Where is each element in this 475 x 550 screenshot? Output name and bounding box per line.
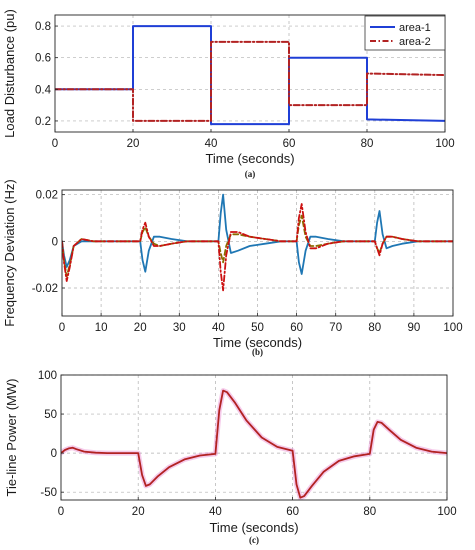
- x-axis-label: Time (seconds): [213, 335, 302, 350]
- legend: area-1 area-2: [364, 15, 446, 51]
- x-tick-label: 80: [363, 506, 376, 518]
- x-axis-label: Time (seconds): [205, 151, 294, 166]
- y-axis-label: Tie-line Power (MW): [4, 379, 19, 497]
- x-tick-label: 40: [205, 138, 218, 150]
- chart-panel-a: 0 20 40 60 80 100 0.2 0.4 0.6 0.8 Time (seconds) Lo…: [2, 9, 455, 179]
- legend-label: area-1: [399, 22, 431, 34]
- x-tick-label: 80: [368, 322, 381, 334]
- y-tick-label: 0: [51, 448, 57, 460]
- panel-caption: (b): [252, 347, 263, 357]
- x-tick-label: 20: [132, 506, 145, 518]
- y-tick-label: 0.2: [35, 116, 51, 128]
- y-tick-label: 0: [52, 236, 58, 248]
- y-tick-label: 0.8: [35, 21, 51, 33]
- x-tick-label: 0: [59, 322, 65, 334]
- series-group: [61, 388, 447, 500]
- x-tick-label: 80: [361, 138, 374, 150]
- x-tick-label: 40: [212, 322, 225, 334]
- series-line-trace-1: [61, 389, 447, 499]
- y-tick-label: 0.6: [35, 53, 51, 65]
- y-tick-label: 0.02: [36, 190, 58, 202]
- y-tick-label: 50: [44, 409, 57, 421]
- y-tick-label: -50: [40, 487, 57, 499]
- y-tick-label: 0.4: [35, 84, 52, 96]
- axes-box: [60, 374, 448, 501]
- x-tick-label: 50: [251, 322, 264, 334]
- y-axis-label: Frequency Deviation (Hz): [2, 179, 17, 326]
- panel-caption: (c): [249, 535, 259, 545]
- series-line-area-2: [55, 40, 445, 122]
- x-tick-label: 60: [290, 322, 303, 334]
- y-axis-label: Load Disturbance (pu): [2, 9, 17, 138]
- series-group: [62, 193, 453, 292]
- x-tick-label: 30: [173, 322, 186, 334]
- series-group: [55, 25, 445, 126]
- x-tick-label: 0: [52, 138, 58, 150]
- x-tick-label: 100: [435, 138, 454, 150]
- x-tick-label: 20: [127, 138, 140, 150]
- axes-box: [54, 14, 446, 133]
- x-tick-label: 20: [134, 322, 147, 334]
- x-tick-label: 0: [58, 506, 64, 518]
- series-line-trace-3: [62, 203, 453, 292]
- y-tick-label: 100: [38, 370, 57, 382]
- x-axis-label: Time (seconds): [209, 520, 298, 535]
- x-tick-label: 100: [437, 506, 456, 518]
- panel-caption: (a): [245, 169, 256, 179]
- legend-box: [364, 15, 446, 51]
- chart-panel-b: 0 10 20 30 40 50 60 70 80 90 100 -0.02 0 0.02 Time (se…: [2, 179, 463, 357]
- legend-label: area-2: [399, 36, 431, 48]
- x-tick-label: 60: [286, 506, 299, 518]
- series-line-trace-2: [61, 388, 447, 500]
- y-tick-label: -0.02: [32, 283, 58, 295]
- x-tick-label: 40: [209, 506, 222, 518]
- x-tick-label: 10: [95, 322, 108, 334]
- x-tick-label: 100: [443, 322, 462, 334]
- series-line-trace-1: [62, 193, 453, 275]
- x-tick-label: 90: [408, 322, 421, 334]
- x-tick-label: 60: [283, 138, 296, 150]
- x-tick-label: 70: [329, 322, 342, 334]
